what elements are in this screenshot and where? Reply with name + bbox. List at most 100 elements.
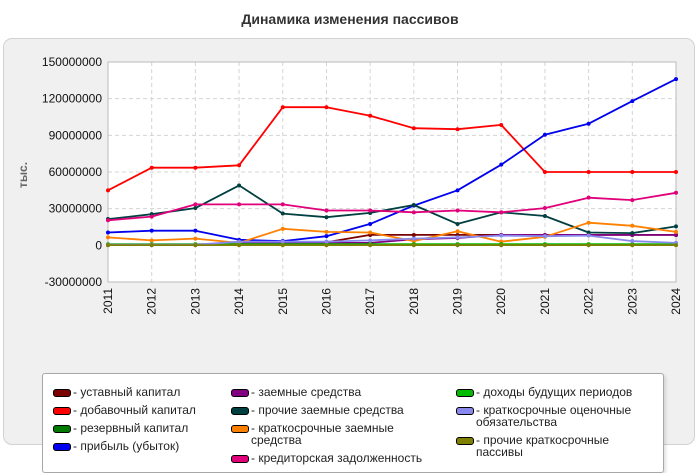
series-2	[106, 105, 678, 193]
x-tick-label: 2023	[625, 288, 639, 315]
data-point	[674, 229, 678, 234]
data-point	[455, 243, 460, 248]
data-point	[674, 232, 678, 237]
series-8	[106, 190, 678, 223]
data-point	[630, 243, 635, 248]
data-point	[324, 234, 329, 239]
data-point	[368, 230, 373, 235]
legend-label: - прочие заемные средства	[251, 403, 404, 417]
data-point	[542, 132, 547, 137]
data-point	[499, 233, 504, 238]
y-tick-label: 60000000	[49, 165, 103, 179]
data-point	[499, 210, 504, 215]
series-layer	[106, 77, 678, 248]
data-point	[586, 195, 591, 200]
data-point	[193, 243, 198, 248]
data-point	[411, 236, 416, 241]
legend-swatch	[231, 389, 249, 397]
data-point	[193, 206, 198, 211]
y-tick-label: 150000000	[42, 55, 102, 69]
legend-item: - резервный капитал	[53, 422, 253, 434]
legend-label: - резервный капитал	[73, 421, 189, 435]
x-tick-label: 2019	[451, 288, 465, 315]
data-point	[324, 243, 329, 248]
data-point	[674, 243, 678, 248]
y-axis-label: тыс.	[16, 162, 30, 188]
chart-title: Динамика изменения пассивов	[241, 11, 459, 27]
data-point	[368, 238, 373, 243]
x-tick-label: 2024	[669, 288, 683, 315]
data-point	[455, 221, 460, 226]
data-point	[499, 122, 504, 127]
x-tick-label: 2011	[101, 288, 115, 314]
legend-item: - доходы будущих периодов	[456, 386, 656, 398]
data-point	[630, 231, 635, 236]
data-point	[237, 163, 242, 168]
data-point	[193, 236, 198, 241]
legend-label: - кредиторская задолженность	[251, 451, 423, 465]
data-point	[149, 165, 154, 170]
data-point	[280, 226, 285, 231]
data-point	[149, 238, 154, 243]
data-point	[542, 234, 547, 239]
legend-label: - уставный капитал	[73, 385, 181, 399]
legend-item: - уставный капитал	[53, 386, 253, 398]
legend-swatch	[456, 407, 474, 415]
data-point	[455, 208, 460, 213]
data-point	[237, 183, 242, 188]
data-point	[324, 215, 329, 220]
data-point	[237, 202, 242, 207]
x-tick-label: 2015	[276, 288, 290, 315]
legend-item: - заемные средства	[231, 386, 431, 398]
plot-area: -30000000 0 30000000 60000000 90000000 120000…	[16, 55, 683, 315]
data-point	[411, 243, 416, 248]
data-point	[193, 202, 198, 207]
data-point	[630, 99, 635, 104]
legend-label: - краткосрочные оценочные обязательства	[476, 403, 632, 429]
data-point	[586, 233, 591, 238]
x-tick-label: 2017	[363, 288, 377, 315]
data-point	[368, 243, 373, 248]
y-tick-label: 120000000	[42, 92, 102, 106]
data-point	[149, 214, 154, 219]
legend-label: - доходы будущих периодов	[476, 385, 633, 399]
data-point	[630, 223, 635, 228]
data-point	[368, 208, 373, 213]
x-tick-label: 2014	[232, 288, 246, 315]
legend-label: - заемные средства	[251, 385, 362, 399]
legend-item: - прочие краткосрочные пассивы	[456, 434, 656, 458]
legend-item: - краткосрочные оценочные обязательства	[456, 404, 656, 428]
chart-panel: -30000000 0 30000000 60000000 90000000 120000…	[3, 38, 695, 473]
data-point	[674, 77, 678, 82]
legend-item: - прибыль (убыток)	[53, 440, 253, 452]
data-point	[542, 243, 547, 248]
x-tick-label: 2012	[145, 288, 159, 315]
data-point	[586, 220, 591, 225]
legend-label: - прибыль (убыток)	[73, 439, 180, 453]
data-point	[106, 230, 110, 235]
data-point	[149, 243, 154, 248]
data-point	[411, 210, 416, 215]
data-point	[237, 243, 242, 248]
data-point	[324, 105, 329, 110]
data-point	[324, 239, 329, 244]
data-point	[630, 198, 635, 203]
data-point	[586, 243, 591, 248]
y-tick-label: 0	[95, 238, 102, 252]
legend-swatch	[231, 455, 249, 463]
legend-swatch	[456, 389, 474, 397]
data-point	[455, 188, 460, 193]
data-point	[674, 190, 678, 195]
x-tick-label: 2022	[582, 288, 596, 315]
data-point	[106, 243, 110, 248]
series-line	[108, 234, 677, 246]
y-tick-label: 90000000	[49, 128, 103, 142]
data-point	[149, 228, 154, 233]
data-point	[324, 208, 329, 213]
data-point	[106, 235, 110, 240]
data-point	[455, 229, 460, 234]
x-tick-label: 2013	[188, 288, 202, 315]
data-point	[368, 221, 373, 226]
data-point	[630, 170, 635, 174]
legend-item: - кредиторская задолженность	[231, 452, 431, 464]
